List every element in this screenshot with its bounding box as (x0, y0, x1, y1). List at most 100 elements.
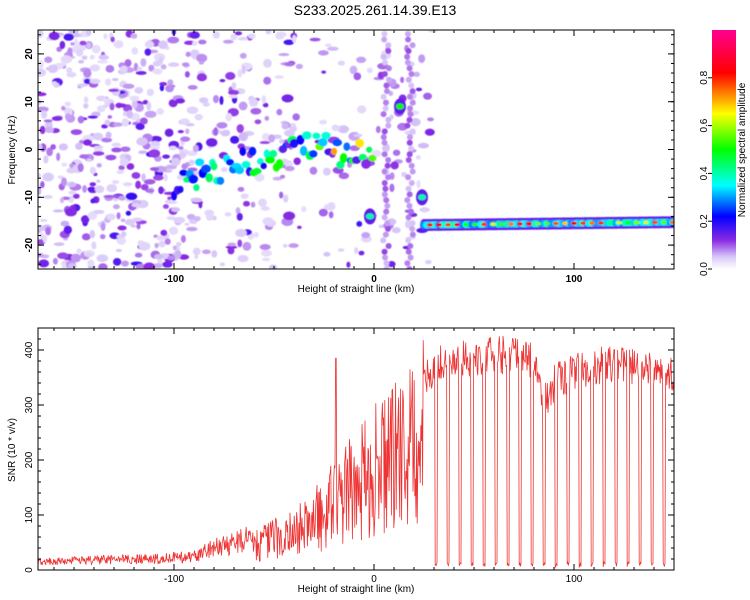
noise-blob (63, 225, 73, 235)
noise-blob (133, 62, 139, 72)
streak-blob (406, 266, 413, 269)
trace-blob (321, 131, 331, 140)
noise-blob (86, 158, 92, 162)
streak-blob (385, 122, 392, 129)
noise-blob (61, 162, 68, 167)
carrier-core (526, 222, 532, 226)
spectrogram-xtick-label: -100 (164, 274, 184, 285)
noise-blob (138, 150, 148, 154)
noise-blob (237, 186, 245, 192)
streak-blob (382, 185, 389, 192)
streak-blob (381, 59, 388, 66)
noise-blob (356, 220, 363, 227)
noise-blob (89, 182, 97, 187)
streak-blob (405, 248, 412, 255)
noise-blob (129, 95, 140, 102)
noise-blob (66, 71, 77, 78)
noise-blob (213, 127, 219, 136)
burst-core (366, 213, 374, 220)
streak-blob (406, 202, 413, 209)
noise-blob (91, 241, 97, 250)
carrier-core (499, 222, 505, 226)
trace-blob (265, 156, 275, 164)
noise-blob (92, 132, 104, 141)
noise-blob (413, 71, 421, 77)
noise-blob (66, 67, 73, 73)
noise-blob (120, 146, 131, 152)
noise-blob (415, 155, 421, 160)
noise-blob (354, 247, 359, 254)
noise-blob (366, 67, 373, 74)
carrier-core (436, 223, 442, 227)
noise-blob (65, 207, 77, 217)
noise-blob (118, 165, 125, 171)
noise-blob (38, 186, 42, 195)
colorbar-gradient (712, 30, 736, 269)
noise-blob (389, 183, 395, 193)
noise-blob (113, 40, 124, 49)
carrier-core (472, 222, 478, 227)
trace-blob (263, 149, 270, 158)
streak-blob (409, 220, 416, 227)
noise-blob (391, 227, 401, 234)
noise-blob (328, 211, 334, 219)
trace-blob (248, 146, 257, 156)
noise-blob (418, 54, 426, 64)
noise-blob (193, 216, 201, 222)
noise-blob (38, 225, 45, 232)
noise-blob (119, 157, 129, 167)
noise-blob (39, 232, 44, 239)
noise-blob (263, 76, 272, 85)
noise-blob (284, 165, 295, 172)
noise-blob (392, 149, 401, 156)
noise-blob (263, 58, 272, 68)
trace-blob (308, 150, 318, 158)
noise-blob (410, 117, 421, 127)
noise-blob (46, 147, 53, 157)
noise-blob (186, 213, 196, 220)
noise-blob (77, 163, 84, 172)
noise-blob (184, 71, 190, 78)
noise-blob (230, 135, 240, 144)
noise-blob (187, 85, 198, 90)
streak-blob (383, 208, 390, 215)
spectrogram-ytick-label: -20 (24, 237, 35, 252)
noise-blob (282, 243, 288, 248)
noise-blob (327, 201, 336, 211)
carrier-core (616, 220, 622, 225)
streak-blob (409, 231, 416, 238)
noise-blob (174, 250, 182, 259)
noise-blob (156, 108, 164, 115)
noise-blob (259, 243, 271, 250)
noise-blob (60, 197, 65, 204)
noise-blob (38, 259, 50, 268)
noise-blob (81, 55, 88, 60)
noise-blob (124, 59, 132, 67)
streak-blob (385, 76, 392, 83)
noise-blob (131, 217, 143, 222)
noise-blob (77, 115, 85, 124)
noise-blob (166, 216, 176, 220)
streak-blob (381, 139, 388, 146)
noise-blob (105, 131, 112, 139)
trace-blob (210, 162, 218, 171)
streak-blob (383, 197, 390, 204)
streak-blob (381, 128, 388, 135)
noise-blob (44, 56, 53, 63)
noise-blob (237, 36, 249, 41)
noise-blob (131, 47, 139, 55)
noise-blob (265, 30, 272, 35)
noise-blob (190, 49, 200, 57)
noise-blob (125, 192, 138, 201)
noise-blob (338, 172, 350, 180)
noise-blob (64, 113, 72, 121)
noise-blob (319, 119, 328, 125)
noise-blob (108, 88, 120, 92)
noise-blob (281, 94, 294, 103)
noise-blob (121, 118, 129, 127)
streak-blob (382, 105, 389, 112)
noise-blob (219, 262, 226, 267)
noise-blob (109, 102, 115, 111)
noise-blob (110, 36, 115, 43)
streak-blob (381, 168, 388, 175)
